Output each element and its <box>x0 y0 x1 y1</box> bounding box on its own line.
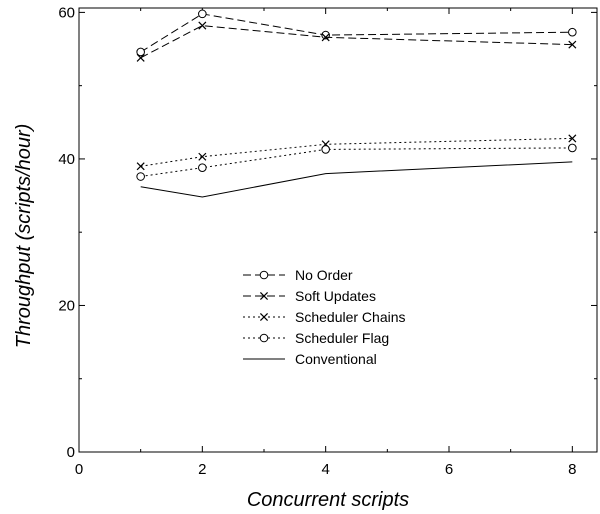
x-tick-label: 8 <box>568 461 576 478</box>
circle-marker <box>198 163 207 173</box>
x-marker-stroke <box>198 21 207 30</box>
legend-item: Scheduler Chains <box>243 309 406 325</box>
axes <box>78 7 598 453</box>
x-marker <box>259 312 269 322</box>
y-tick-label: 60 <box>58 4 75 21</box>
x-tick-label: 4 <box>321 461 329 478</box>
x-marker <box>259 291 269 301</box>
x-marker <box>568 40 577 49</box>
x-marker-stroke <box>198 152 207 161</box>
series-line <box>140 161 573 198</box>
x-marker <box>136 53 145 62</box>
ticks: 0 2 4 6 8 0 20 40 60 <box>58 4 597 478</box>
x-axis-title: Concurrent scripts <box>247 489 409 511</box>
series-soft-updates <box>136 21 577 62</box>
series-line <box>140 137 573 167</box>
circle-marker <box>568 143 577 153</box>
y-tick-label: 20 <box>58 297 75 314</box>
circle-marker <box>198 9 207 19</box>
circle-marker <box>568 27 577 37</box>
legend-label: Conventional <box>295 351 377 367</box>
x-marker-stroke <box>568 134 577 143</box>
x-marker <box>321 33 330 42</box>
x-marker-stroke <box>136 162 145 171</box>
circle-marker <box>259 270 269 280</box>
x-marker <box>568 134 577 143</box>
legend-label: Scheduler Flag <box>295 330 389 346</box>
circle-marker <box>321 145 330 154</box>
series-no-order <box>136 9 577 57</box>
x-marker-stroke <box>259 291 269 301</box>
x-tick-label: 0 <box>75 461 83 478</box>
legend-item: Conventional <box>243 351 377 367</box>
legend-label: Scheduler Chains <box>295 309 406 325</box>
series-scheduler-chains <box>136 134 577 171</box>
y-axis-title: Throughput (scripts/hour) <box>13 124 35 349</box>
legend-item: No Order <box>243 267 353 283</box>
x-marker <box>198 152 207 161</box>
y-tick-label: 40 <box>58 151 75 168</box>
circle-marker <box>136 172 145 181</box>
legend-item: Scheduler Flag <box>243 330 389 346</box>
series-layer <box>136 9 577 198</box>
legend-label: No Order <box>295 267 353 283</box>
series-scheduler-flag <box>136 143 577 181</box>
y-tick-label: 0 <box>67 444 75 461</box>
x-marker-stroke <box>259 312 269 322</box>
series-conventional <box>140 161 573 198</box>
x-tick-label: 6 <box>445 461 453 478</box>
circle-marker <box>136 47 145 57</box>
series-line <box>140 13 573 53</box>
legend: No Order Soft Updates Scheduler Chains Sche… <box>243 267 406 367</box>
circle-marker <box>259 333 269 343</box>
x-marker <box>136 162 145 171</box>
legend-item: Soft Updates <box>243 288 376 304</box>
legend-label: Soft Updates <box>295 288 376 304</box>
x-marker-stroke <box>568 40 577 49</box>
series-line <box>140 147 573 177</box>
plot-frame <box>78 7 598 453</box>
x-marker-stroke <box>321 33 330 42</box>
series-line <box>140 25 573 59</box>
x-tick-label: 2 <box>198 461 206 478</box>
x-marker <box>198 21 207 30</box>
x-marker-stroke <box>136 53 145 62</box>
